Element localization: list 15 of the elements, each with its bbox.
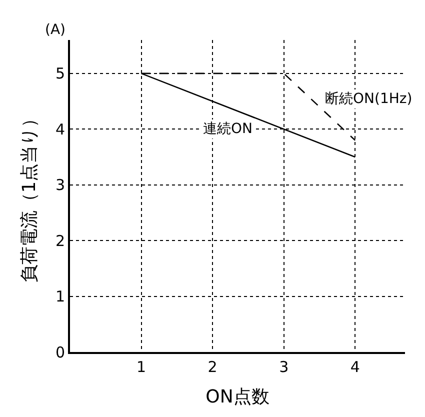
y-tick-label: 3 <box>55 176 65 194</box>
y-tick-label: 5 <box>55 64 65 83</box>
series-label: 断続ON(1Hz) <box>325 91 412 107</box>
x-tick-label: 2 <box>208 358 218 376</box>
y-tick-label: 1 <box>55 288 65 306</box>
x-axis-title: ON点数 <box>206 386 270 408</box>
y-tick-label: 4 <box>55 120 65 138</box>
text: (A) <box>45 22 66 38</box>
y-tick-label: 2 <box>55 232 65 250</box>
y-tick-label: 0 <box>55 343 65 362</box>
x-tick-label: 4 <box>350 358 360 376</box>
x-tick-label: 1 <box>136 358 146 376</box>
x-tick-label: 3 <box>279 358 289 376</box>
y-axis-title: 負荷電流（1点当り） <box>19 109 40 283</box>
series-label: 連続ON <box>203 121 252 137</box>
